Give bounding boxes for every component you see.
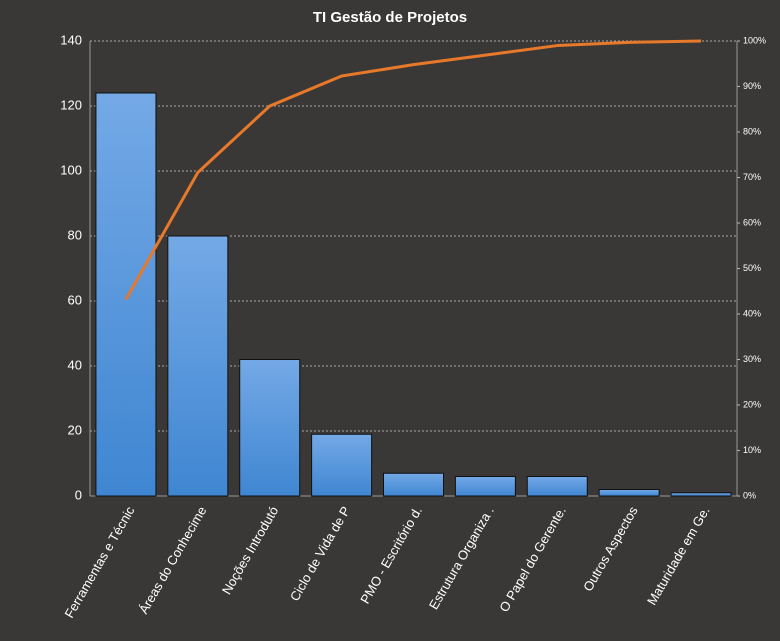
bar	[526, 476, 588, 497]
bar	[239, 359, 301, 497]
y-tick-label: 0	[75, 487, 82, 502]
y2-tick-label: 40%	[743, 308, 761, 318]
y-tick-label: 20	[68, 422, 82, 437]
bar	[383, 472, 444, 497]
bar	[598, 489, 660, 497]
y2-tick-label: 70%	[743, 172, 761, 182]
y-tick-label: 80	[68, 227, 82, 242]
y2-tick-label: 90%	[743, 81, 761, 91]
y-tick-label: 60	[68, 292, 82, 307]
y2-tick-label: 80%	[743, 126, 761, 136]
y2-tick-label: 30%	[743, 354, 761, 364]
y2-tick-label: 10%	[743, 445, 761, 455]
chart-title: TI Gestão de Projetos	[313, 9, 467, 26]
bar	[454, 476, 516, 497]
bar	[167, 235, 229, 497]
y-tick-label: 120	[60, 97, 82, 112]
cumulative-line	[124, 39, 702, 301]
y2-tick-label: 50%	[743, 263, 761, 273]
y2-tick-label: 20%	[743, 399, 761, 409]
y2-tick-label: 0%	[743, 490, 756, 500]
y2-tick-label: 60%	[743, 217, 761, 227]
y2-tick-label: 100%	[743, 35, 766, 45]
y-tick-label: 40	[68, 357, 82, 372]
y-tick-label: 140	[60, 32, 82, 47]
bar	[670, 492, 732, 497]
y-tick-label: 100	[60, 162, 82, 177]
bar	[95, 92, 157, 497]
bar	[311, 433, 373, 497]
